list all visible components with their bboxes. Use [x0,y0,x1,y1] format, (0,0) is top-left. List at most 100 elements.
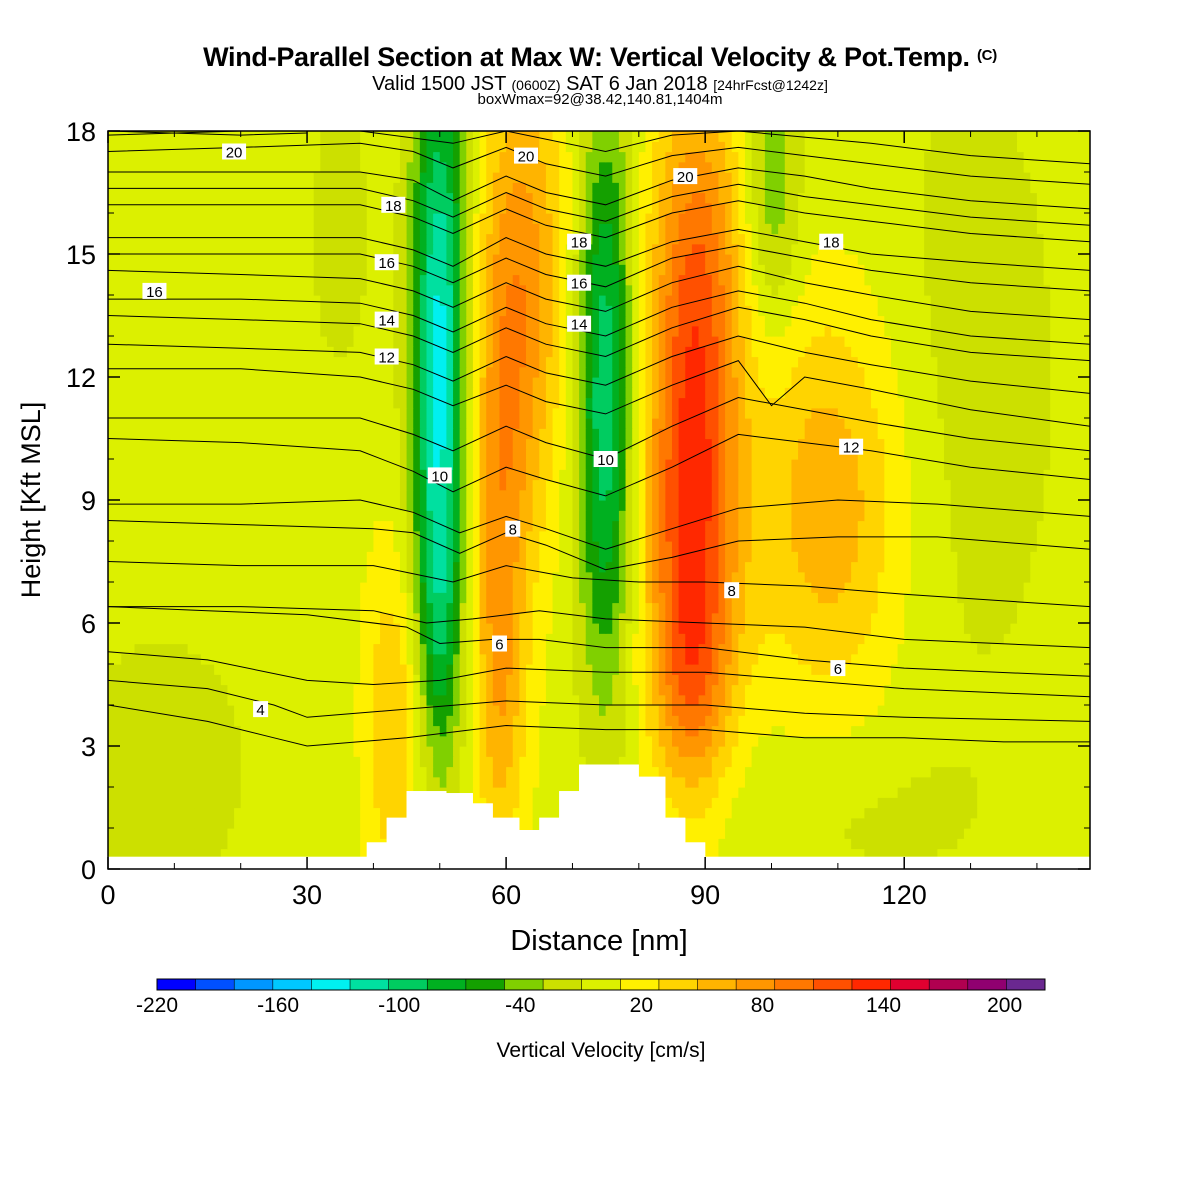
velocity-cell [592,571,600,583]
velocity-cell [326,787,335,798]
velocity-cell [154,623,162,634]
velocity-cell [353,684,361,696]
velocity-cell [678,541,686,552]
velocity-cell [705,715,713,727]
velocity-cell [486,561,494,573]
velocity-cell [479,797,487,809]
velocity-cell [466,633,474,645]
velocity-cell [970,674,978,686]
velocity-cell [671,756,680,768]
velocity-cell [1070,551,1078,563]
velocity-cell [857,828,866,839]
velocity-cell [234,828,242,839]
velocity-cell [890,592,899,604]
velocity-cell [944,541,952,552]
velocity-cell [466,653,474,665]
velocity-cell [758,684,766,696]
velocity-cell [910,746,919,757]
velocity-cell [572,725,580,737]
velocity-cell [1017,705,1025,716]
velocity-cell [658,582,666,593]
velocity-cell [433,551,441,563]
velocity-cell [1063,766,1071,778]
velocity-cell [240,828,248,839]
velocity-cell [559,623,567,634]
velocity-cell [963,797,972,809]
velocity-cell [273,838,282,850]
velocity-cell [837,623,846,634]
velocity-cell [618,643,627,655]
velocity-cell [552,530,560,542]
velocity-cell [778,643,786,655]
velocity-cell [817,653,826,665]
velocity-cell [744,664,753,675]
velocity-cell [771,541,779,552]
velocity-cell [910,541,919,552]
velocity-cell [738,612,746,624]
velocity-cell [711,746,720,757]
velocity-cell [472,643,481,655]
velocity-cell [725,797,733,809]
velocity-cell [539,520,547,532]
velocity-cell [320,817,328,829]
velocity-cell [1043,561,1051,573]
velocity-cell [121,612,129,624]
velocity-cell [141,571,149,583]
velocity-cell [267,530,275,542]
velocity-cell [287,838,295,850]
velocity-cell [127,776,136,788]
velocity-cell [579,520,587,532]
velocity-cell [618,612,627,624]
velocity-cell [565,664,574,675]
velocity-cell [957,776,965,788]
velocity-cell [333,848,341,860]
velocity-cell [519,633,527,645]
velocity-cell [326,684,335,696]
velocity-cell [267,592,275,604]
velocity-cell [811,746,819,757]
velocity-cell [738,674,746,686]
velocity-cell [738,735,746,747]
velocity-cell [585,735,593,747]
velocity-cell [738,715,746,727]
velocity-cell [453,674,461,686]
velocity-cell [671,520,680,532]
velocity-cell [1083,643,1090,655]
velocity-cell [313,541,321,552]
velocity-cell [320,571,328,583]
velocity-cell [645,612,653,624]
velocity-cell [811,715,819,727]
velocity-cell [320,746,328,757]
velocity-cell [127,571,136,583]
velocity-cell [466,725,474,737]
velocity-cell [180,807,189,819]
velocity-cell [479,561,487,573]
velocity-cell [592,735,600,747]
velocity-cell [1017,797,1025,809]
velocity-cell [778,664,786,675]
velocity-cell [638,694,647,706]
velocity-cell [798,582,806,593]
velocity-cell [439,633,447,645]
velocity-cell [997,838,1005,850]
velocity-cell [705,838,713,850]
velocity-cell [492,705,501,716]
velocity-cell [1017,684,1025,696]
velocity-cell [731,684,739,696]
velocity-cell [924,807,932,819]
velocity-cell [738,776,746,788]
velocity-cell [871,571,879,583]
velocity-cell [977,776,985,788]
velocity-cell [386,797,394,809]
velocity-cell [778,725,786,737]
velocity-cell [207,705,215,716]
velocity-cell [240,797,248,809]
velocity-cell [625,756,633,768]
velocity-cell [472,746,481,757]
velocity-cell [844,571,852,583]
velocity-cell [134,746,142,757]
velocity-cell [592,643,600,655]
velocity-cell [353,602,361,614]
velocity-cell [592,674,600,686]
velocity-cell [234,633,242,645]
